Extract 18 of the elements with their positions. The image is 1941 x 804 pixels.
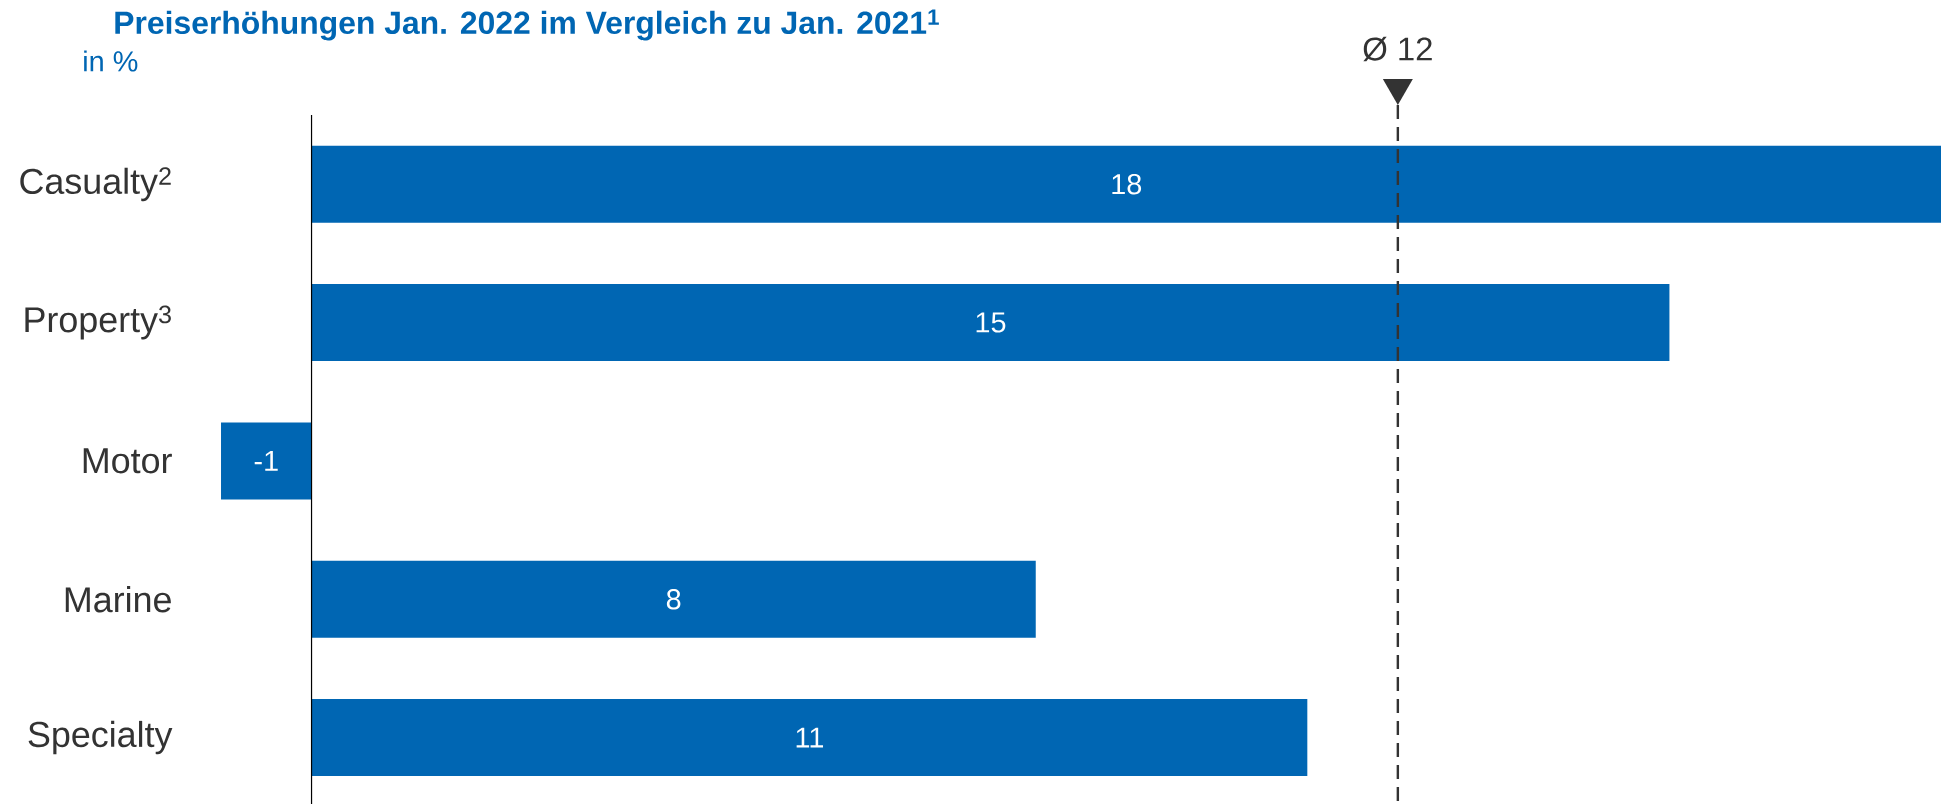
y-tick-label: Marine xyxy=(65,586,171,613)
data-label: 18 xyxy=(1112,173,1142,195)
data-label: -1 xyxy=(254,450,278,471)
data-label: 11 xyxy=(796,727,824,748)
data-label: 8 xyxy=(666,589,681,610)
y-tick-label: Specialty xyxy=(28,720,173,755)
y-tick-label: Motor xyxy=(83,448,172,474)
bar xyxy=(311,284,1670,362)
bar xyxy=(221,422,312,500)
bar xyxy=(311,699,1308,777)
y-tick-label: Property$^{3}$ xyxy=(25,305,171,340)
y-tick-label: Casualty$^{2}$ xyxy=(20,167,171,202)
data-label: 15 xyxy=(976,312,1006,333)
ref-line-label: Ø 12 xyxy=(1363,36,1432,62)
chart-title: Preiserhöhungen Jan. 2022 im Vergleich zu Jan. 2021$^{1}$ xyxy=(115,9,939,41)
chart-subtitle: in % xyxy=(84,50,138,72)
bar xyxy=(311,560,1036,638)
bar xyxy=(311,145,1941,223)
